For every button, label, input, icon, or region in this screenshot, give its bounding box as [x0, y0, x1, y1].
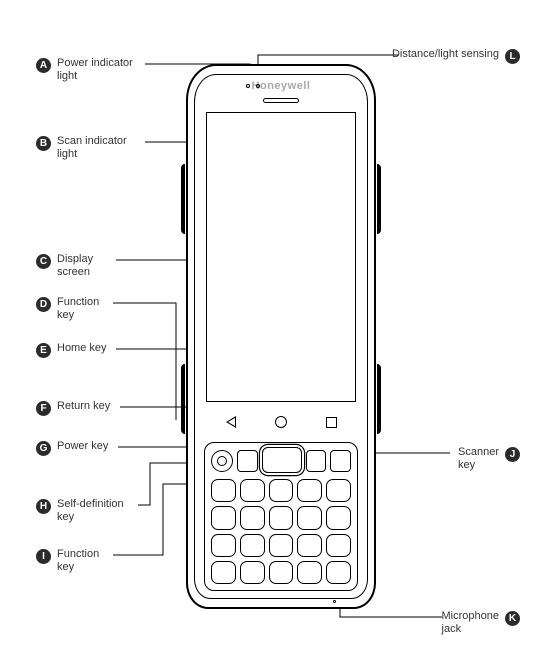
keypad-key	[297, 479, 322, 502]
callout-B: B Scan indicator light	[36, 135, 127, 161]
callout-badge: E	[36, 343, 51, 358]
function-icon	[326, 417, 337, 428]
callout-badge: G	[36, 441, 51, 456]
keypad-key	[211, 561, 236, 584]
side-bump	[181, 364, 185, 434]
callout-J: J Scanner key	[458, 446, 520, 472]
top-key	[330, 450, 351, 472]
keypad-top-row	[211, 449, 351, 473]
callout-badge: B	[36, 136, 51, 151]
sensor-dot	[246, 84, 250, 88]
callout-badge: J	[505, 447, 520, 462]
callout-C: C Display screen	[36, 253, 93, 279]
sensor-dot	[256, 84, 260, 88]
scanner-key	[262, 447, 302, 473]
keypad-key	[269, 506, 294, 529]
keypad-key	[240, 561, 265, 584]
speaker-slot	[263, 98, 299, 103]
keypad-key	[240, 506, 265, 529]
callout-label: Function key	[57, 296, 99, 322]
side-bump	[377, 364, 381, 434]
callout-badge: I	[36, 549, 51, 564]
keypad-key	[297, 534, 322, 557]
callout-E: E Home key	[36, 342, 107, 358]
callout-label: Self-definition key	[57, 498, 124, 524]
callout-label: Return key	[57, 400, 110, 413]
callout-badge: L	[505, 49, 520, 64]
brand-text: Honeywell	[186, 80, 376, 92]
keypad-key	[297, 561, 322, 584]
callout-H: H Self-definition key	[36, 498, 124, 524]
callout-label: Scanner key	[458, 446, 499, 472]
callout-badge: C	[36, 254, 51, 269]
keypad-key	[211, 479, 236, 502]
home-icon	[275, 416, 287, 428]
keypad-key	[211, 506, 236, 529]
key-grid	[211, 479, 351, 584]
side-bump	[181, 164, 185, 234]
callout-badge: D	[36, 297, 51, 312]
callout-G: G Power key	[36, 440, 108, 456]
return-icon	[226, 416, 236, 428]
callout-badge: A	[36, 58, 51, 73]
callout-I: I Function key	[36, 548, 99, 574]
callout-label: Distance/light sensing	[392, 48, 499, 61]
callout-F: F Return key	[36, 400, 110, 416]
keypad-key	[211, 534, 236, 557]
callout-label: Function key	[57, 548, 99, 574]
keypad-key	[240, 479, 265, 502]
keypad-key	[269, 561, 294, 584]
power-key	[211, 450, 233, 472]
keypad-area	[204, 442, 358, 591]
callout-badge: H	[36, 499, 51, 514]
keypad-key	[326, 561, 351, 584]
keypad-key	[326, 534, 351, 557]
keypad-key	[269, 534, 294, 557]
callout-label: Power key	[57, 440, 108, 453]
display-screen	[206, 112, 356, 402]
callout-label: Scan indicator light	[57, 135, 127, 161]
keypad-key	[326, 506, 351, 529]
diagram-stage: A Power indicator light B Scan indicator li…	[0, 0, 555, 662]
keypad-key	[269, 479, 294, 502]
callout-badge: F	[36, 401, 51, 416]
callout-A: A Power indicator light	[36, 57, 133, 83]
side-bump	[377, 164, 381, 234]
keypad-key	[326, 479, 351, 502]
keypad-key	[240, 534, 265, 557]
callout-D: D Function key	[36, 296, 99, 322]
callout-badge: K	[505, 611, 520, 626]
nav-row	[206, 410, 356, 434]
microphone-jack	[333, 600, 336, 603]
device: Honeywell	[186, 64, 376, 609]
top-key	[306, 450, 327, 472]
callout-label: Home key	[57, 342, 107, 355]
callout-label: Display screen	[57, 253, 93, 279]
self-definition-key	[237, 450, 258, 472]
callout-label: Power indicator light	[57, 57, 133, 83]
callout-K: K Microphone jack	[442, 610, 520, 636]
callout-L: L Distance/light sensing	[392, 48, 520, 64]
callout-label: Microphone jack	[442, 610, 499, 636]
keypad-key	[297, 506, 322, 529]
